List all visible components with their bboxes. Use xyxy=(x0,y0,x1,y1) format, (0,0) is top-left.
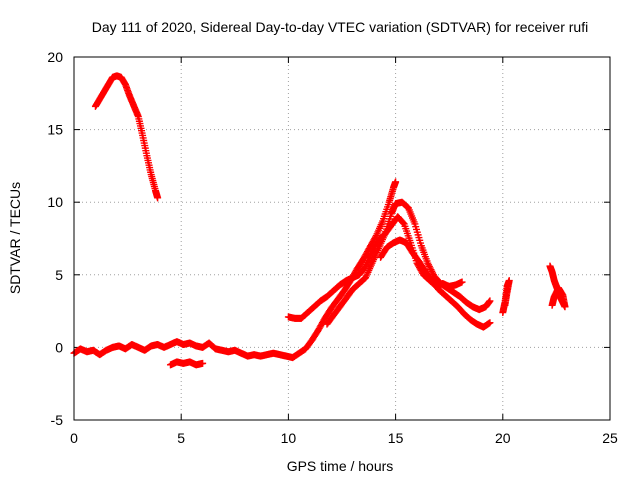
y-tick-label: 0 xyxy=(55,339,63,355)
y-tick-label: 20 xyxy=(47,49,63,65)
y-tick-label: 5 xyxy=(55,267,63,283)
data-point xyxy=(501,301,509,309)
series-arc-3 xyxy=(166,358,207,369)
x-axis-label: GPS time / hours xyxy=(287,458,394,474)
series-arc-7 xyxy=(499,277,513,317)
series-arc-1 xyxy=(91,72,162,202)
series-arc-6 xyxy=(377,236,494,331)
chart-title: Day 111 of 2020, Sidereal Day-to-day VTE… xyxy=(92,19,588,35)
series-arc-8 xyxy=(546,262,569,311)
series-arc-2 xyxy=(70,178,400,362)
data-point xyxy=(199,359,207,367)
data-point xyxy=(486,319,494,327)
data-point xyxy=(428,267,436,275)
x-tick-label: 15 xyxy=(388,430,404,446)
grid xyxy=(74,57,610,420)
x-tick-label: 20 xyxy=(495,430,511,446)
y-tick-labels: -5 0 5 10 15 20 xyxy=(47,49,63,428)
y-axis-label: SDTVAR / TECUs xyxy=(7,182,23,294)
x-tick-label: 10 xyxy=(281,430,297,446)
axis-ticks xyxy=(73,56,611,421)
series-arc-5 xyxy=(323,198,494,328)
x-tick-label: 25 xyxy=(602,430,618,446)
data-point xyxy=(426,264,434,272)
data-point xyxy=(486,297,494,305)
y-tick-label: 15 xyxy=(47,122,63,138)
y-tick-label: -5 xyxy=(51,412,64,428)
data-marks xyxy=(70,72,569,369)
data-point xyxy=(154,194,162,202)
y-tick-label: 10 xyxy=(47,194,63,210)
data-point xyxy=(392,178,400,186)
x-tick-label: 0 xyxy=(70,430,78,446)
data-point xyxy=(399,219,407,227)
x-tick-label: 5 xyxy=(177,430,185,446)
x-tick-labels: 0 5 10 15 20 25 xyxy=(70,430,618,446)
data-point xyxy=(548,301,556,309)
plot-frame xyxy=(73,56,611,421)
data-point xyxy=(425,261,433,269)
data-point xyxy=(458,278,466,286)
